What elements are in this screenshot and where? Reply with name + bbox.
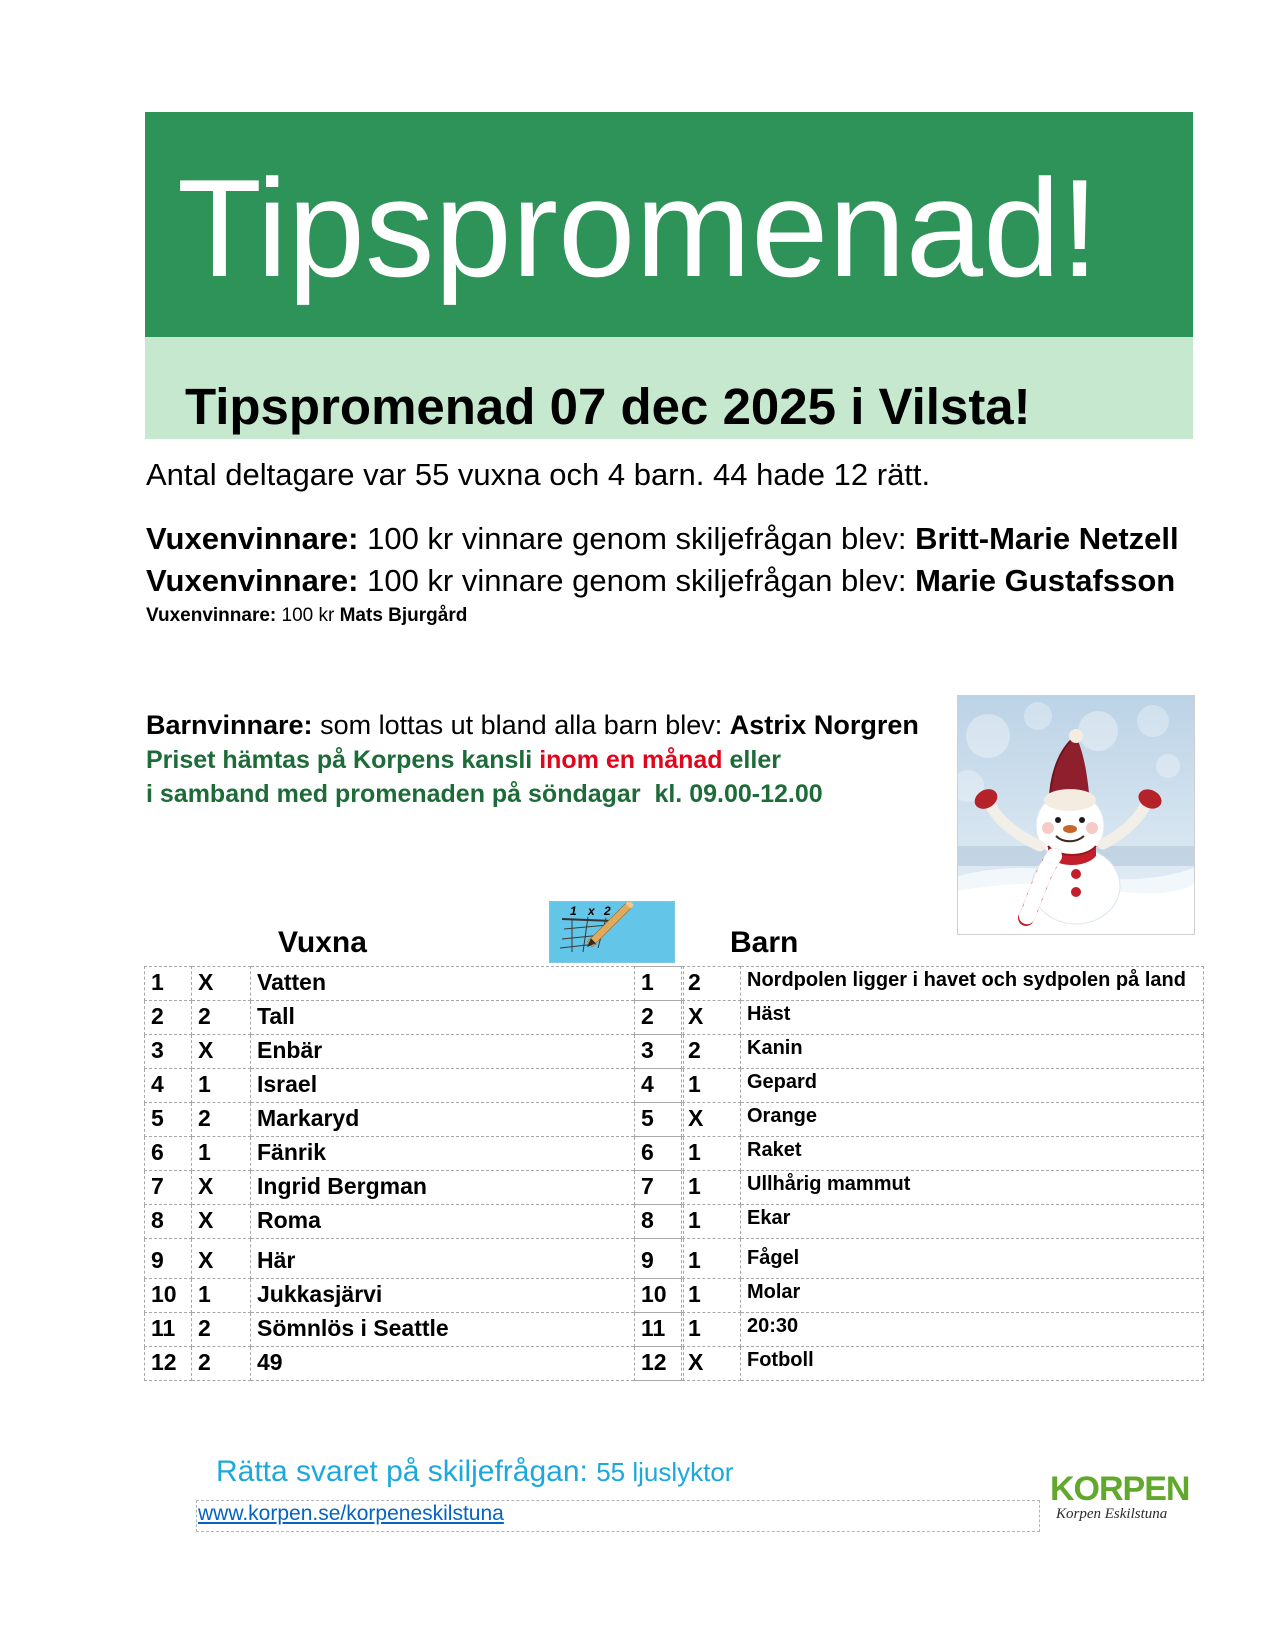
- svg-text:x: x: [587, 904, 596, 918]
- svg-text:Korpen Eskilstuna: Korpen Eskilstuna: [1055, 1506, 1167, 1522]
- svg-text:2: 2: [603, 904, 611, 918]
- svg-text:1: 1: [570, 904, 577, 918]
- svg-text:KORPEN: KORPEN: [1050, 1470, 1189, 1508]
